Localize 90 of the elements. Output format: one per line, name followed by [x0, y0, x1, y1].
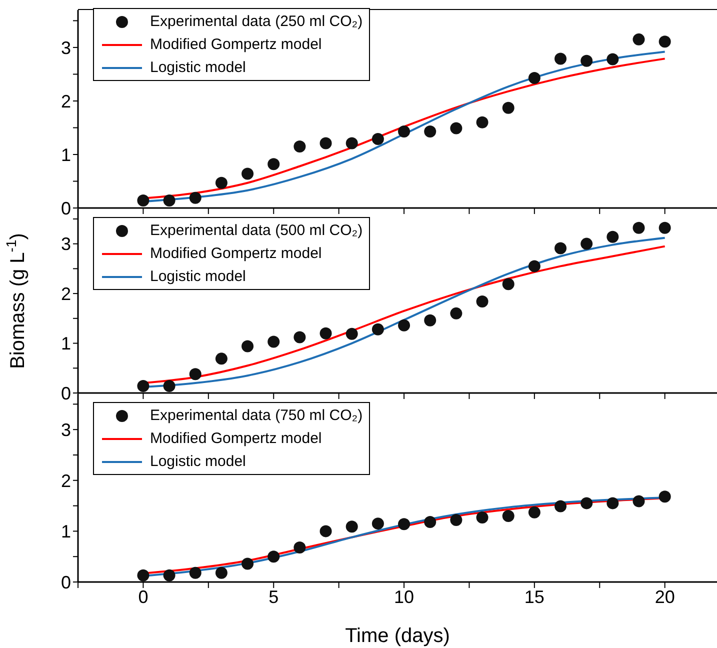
- point: [242, 558, 254, 570]
- point: [215, 566, 228, 579]
- point: [450, 307, 462, 320]
- x-tick-label: 20: [654, 586, 675, 607]
- legend-label: Modified Gompertz model: [150, 245, 322, 262]
- x-axis-title: Time (days): [345, 625, 450, 647]
- point: [528, 506, 540, 518]
- point: [502, 510, 514, 522]
- point: [242, 168, 254, 180]
- y-tick-label: 0: [60, 383, 71, 404]
- point: [528, 72, 540, 84]
- point: [294, 541, 306, 554]
- legend-label: Modified Gompertz model: [150, 430, 322, 447]
- point: [658, 36, 671, 48]
- legend-label: Experimental data (750 ml CO₂): [150, 407, 363, 424]
- y-tick-label: 3: [60, 234, 71, 254]
- point: [554, 242, 567, 254]
- point: [424, 125, 436, 138]
- point: [502, 102, 514, 114]
- point: [398, 319, 410, 332]
- point: [268, 158, 280, 170]
- legend-label: Logistic model: [150, 268, 246, 285]
- point: [476, 116, 488, 128]
- point: [450, 514, 462, 526]
- y-tick-label: 0: [60, 572, 71, 592]
- point: [658, 222, 671, 234]
- point: [163, 194, 176, 207]
- point: [137, 380, 150, 392]
- point: [372, 323, 384, 336]
- point: [137, 194, 150, 207]
- point: [346, 520, 358, 533]
- point: [632, 495, 645, 508]
- point: [346, 137, 358, 150]
- y-tick-label: 2: [60, 470, 71, 491]
- point: [189, 368, 202, 380]
- y-tick-label: 1: [60, 144, 71, 165]
- point: [476, 295, 488, 308]
- x-tick-label: 10: [394, 586, 414, 607]
- point: [476, 511, 488, 524]
- point: [372, 518, 384, 530]
- legend-label: Logistic model: [150, 453, 246, 470]
- point: [502, 278, 514, 290]
- point: [320, 525, 332, 538]
- point: [163, 380, 176, 392]
- x-tick-label: 5: [268, 586, 279, 607]
- point: [215, 176, 228, 189]
- point: [554, 52, 567, 65]
- point: [658, 490, 671, 503]
- point: [580, 54, 593, 67]
- point: [632, 222, 645, 234]
- x-tick-label: 0: [138, 586, 148, 607]
- point: [398, 518, 410, 530]
- point: [242, 340, 254, 352]
- point: [320, 327, 332, 340]
- point: [528, 260, 540, 272]
- point: [606, 230, 619, 243]
- y-tick-label: 1: [60, 522, 71, 542]
- point: [450, 122, 462, 134]
- legend-label: Experimental data (250 ml CO₂): [150, 13, 363, 30]
- point: [294, 331, 306, 344]
- point: [268, 550, 280, 563]
- point: [215, 352, 228, 365]
- y-tick-label: 1: [60, 334, 71, 354]
- y-tick-label: 3: [60, 38, 71, 58]
- point: [372, 132, 384, 145]
- point: [268, 336, 280, 348]
- point: [137, 569, 150, 582]
- point: [424, 516, 436, 528]
- x-tick-label: 15: [524, 586, 544, 607]
- y-tick-label: 2: [60, 284, 71, 304]
- point: [580, 238, 593, 250]
- point: [606, 53, 619, 66]
- point: [346, 328, 358, 340]
- legend-label: Logistic model: [150, 59, 246, 76]
- y-tick-label: 2: [60, 91, 71, 112]
- legend-label: Modified Gompertz model: [150, 36, 322, 53]
- legend-label: Experimental data (500 ml CO₂): [150, 222, 363, 239]
- point: [320, 137, 332, 150]
- point: [294, 140, 306, 152]
- point: [554, 500, 567, 512]
- point: [189, 192, 202, 204]
- point: [632, 33, 645, 46]
- point: [398, 125, 410, 138]
- point: [163, 569, 176, 582]
- y-tick-label: 3: [60, 420, 71, 440]
- point: [424, 314, 436, 326]
- y-tick-label: 0: [60, 198, 71, 218]
- point: [606, 497, 619, 510]
- point: [189, 566, 202, 579]
- point: [580, 497, 593, 510]
